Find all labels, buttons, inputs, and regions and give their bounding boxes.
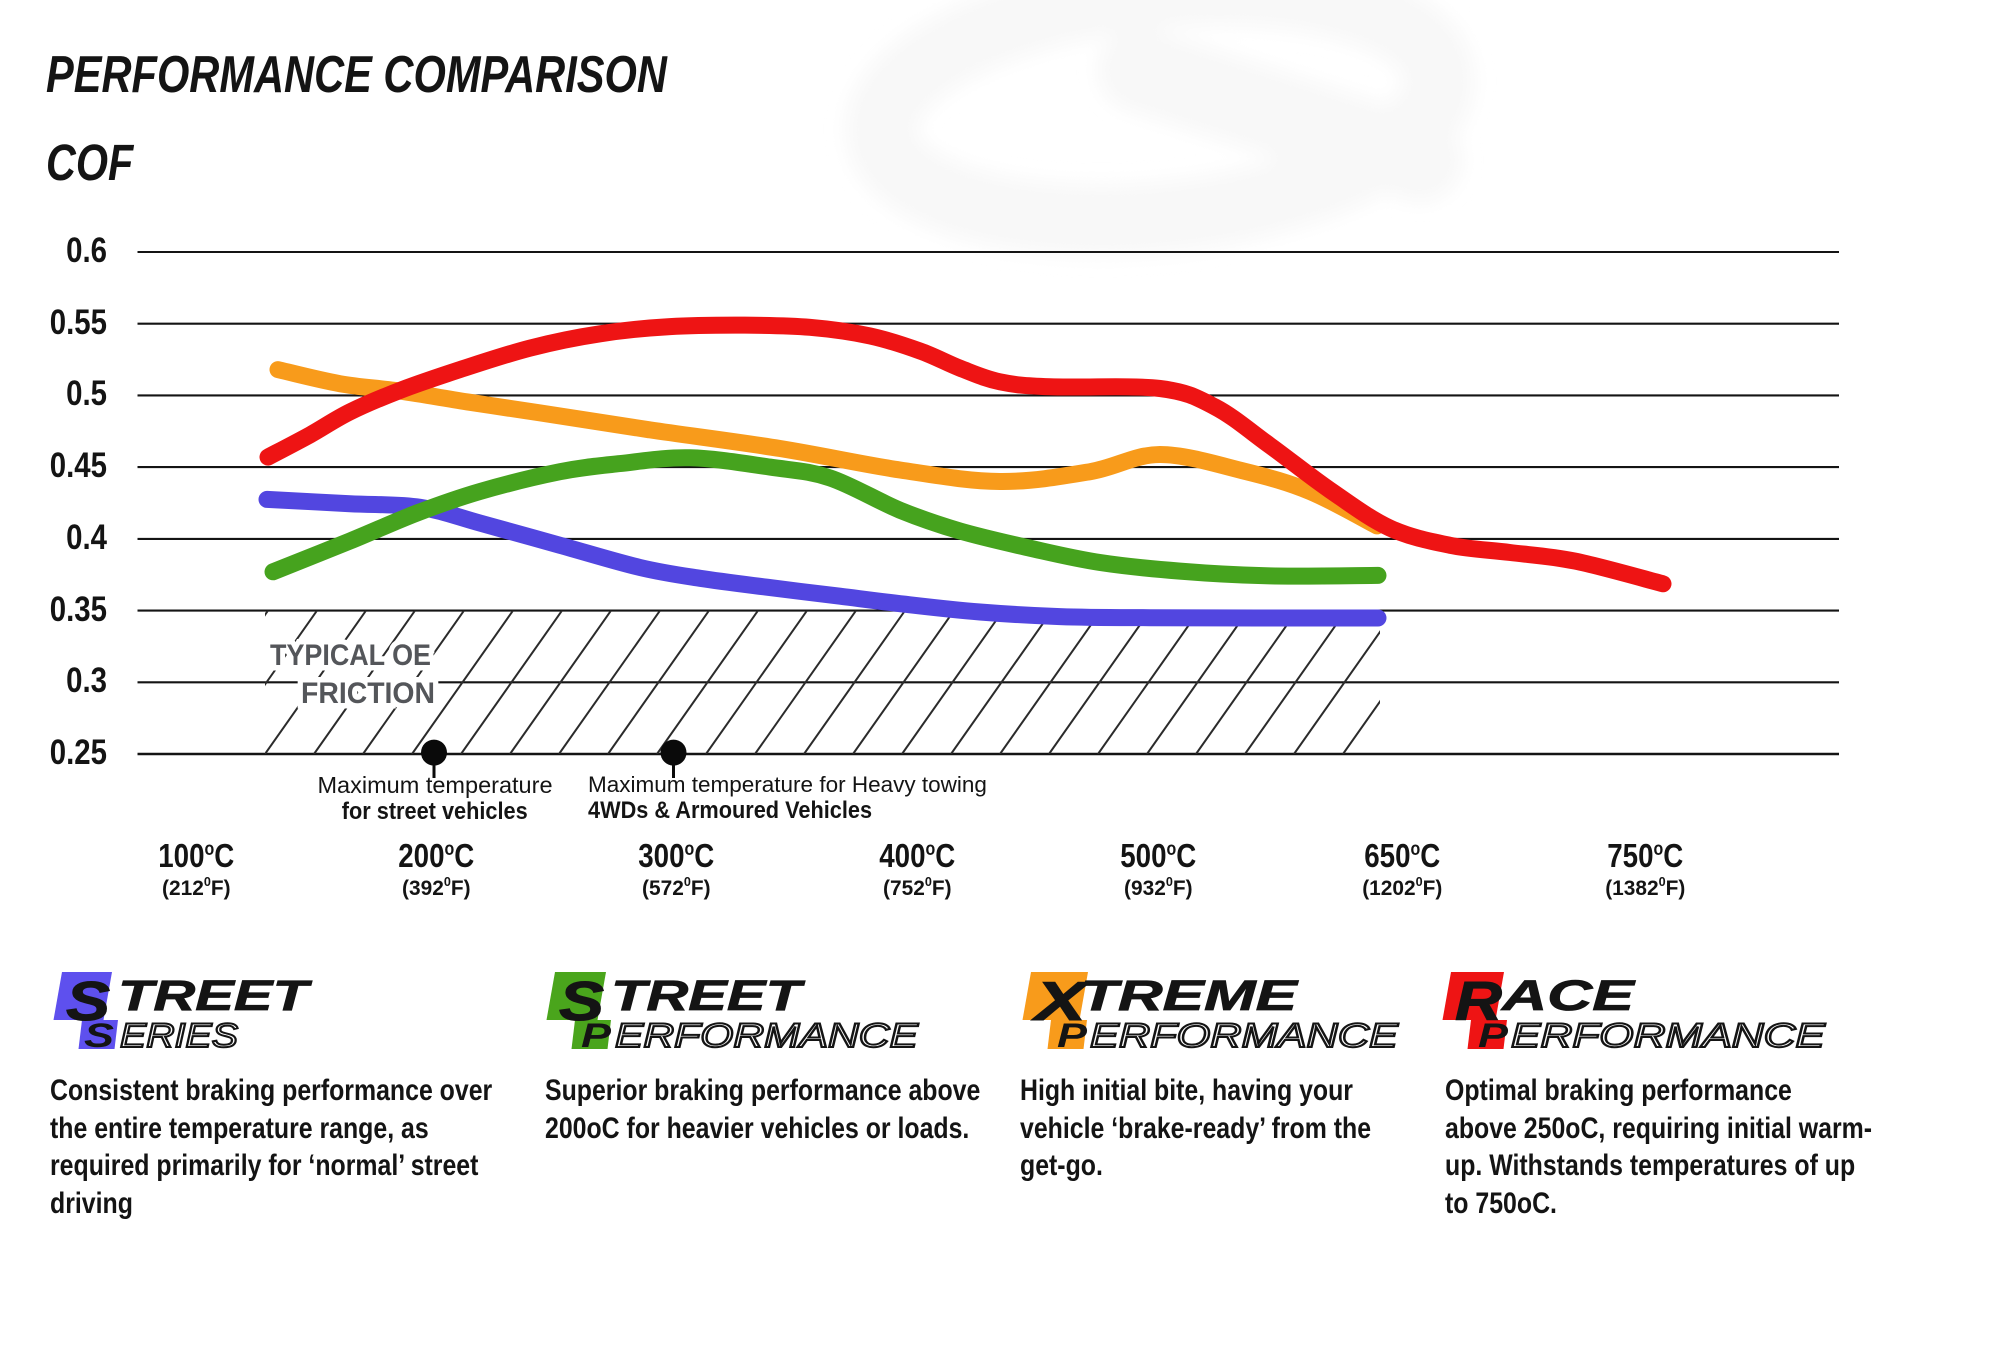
svg-text:TYPICAL OE: TYPICAL OE xyxy=(270,639,431,672)
svg-text:S: S xyxy=(66,970,110,1032)
svg-text:ACE: ACE xyxy=(1501,972,1636,1020)
svg-text:R: R xyxy=(1455,970,1502,1032)
svg-text:P: P xyxy=(581,1017,611,1055)
svg-text:X: X xyxy=(1031,970,1091,1032)
svg-text:TREME: TREME xyxy=(1080,972,1299,1020)
svg-text:TREET: TREET xyxy=(118,972,313,1020)
svg-text:ERIES: ERIES xyxy=(120,1017,238,1055)
svg-text:FRICTION: FRICTION xyxy=(301,677,435,710)
svg-text:ERFORMANCE: ERFORMANCE xyxy=(1090,1017,1398,1055)
svg-text:TREET: TREET xyxy=(611,972,806,1020)
svg-text:P: P xyxy=(1478,1017,1508,1055)
svg-text:ERFORMANCE: ERFORMANCE xyxy=(1511,1017,1825,1055)
svg-text:S: S xyxy=(84,1017,114,1055)
svg-text:ERFORMANCE: ERFORMANCE xyxy=(615,1017,918,1055)
svg-text:P: P xyxy=(1057,1017,1087,1055)
svg-text:S: S xyxy=(559,970,604,1032)
